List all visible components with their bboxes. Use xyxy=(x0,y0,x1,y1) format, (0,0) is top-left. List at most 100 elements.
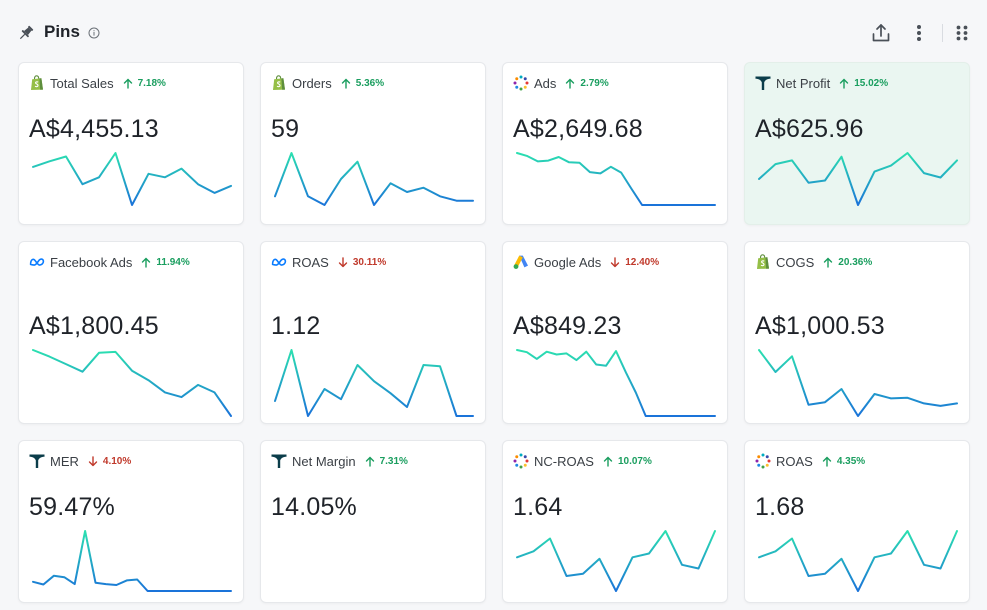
drag-grip-icon[interactable] xyxy=(954,23,970,43)
card-title: MER xyxy=(50,453,79,469)
pin-icon xyxy=(19,25,34,40)
arrow-up-icon xyxy=(565,78,580,89)
metric-value: 1.68 xyxy=(755,493,805,521)
page-title: Pins xyxy=(44,22,80,41)
trend-line xyxy=(274,349,474,417)
more-vertical-icon[interactable] xyxy=(910,22,928,44)
metric-value: 59.47% xyxy=(29,493,115,521)
trend-line xyxy=(274,152,474,206)
arrow-down-icon xyxy=(88,455,103,467)
arrow-up-icon xyxy=(341,78,356,89)
info-icon[interactable] xyxy=(88,27,100,39)
metric-value: 1.12 xyxy=(271,312,321,340)
metric-card-roas-triple[interactable]: ROAS 4.35% 1.68 xyxy=(744,440,970,603)
change-badge: 5.36% xyxy=(341,78,384,89)
metric-card-net-margin[interactable]: Net Margin 7.31% 14.05% xyxy=(260,440,486,603)
change-value: 12.40% xyxy=(625,256,660,268)
card-title: Net Profit xyxy=(776,75,831,91)
tw-icon xyxy=(755,75,771,91)
metric-card-ads[interactable]: Ads 2.79% A$2,649.68 xyxy=(502,62,728,225)
trend-sparkline xyxy=(32,530,232,592)
change-value: 4.10% xyxy=(102,455,132,467)
change-value: 15.02% xyxy=(854,77,889,89)
export-icon[interactable] xyxy=(870,22,892,44)
card-title: ROAS xyxy=(776,453,813,469)
meta-icon xyxy=(271,254,287,270)
trend-sparkline xyxy=(758,530,958,592)
card-header: ROAS 30.11% xyxy=(271,253,386,271)
metric-card-mer[interactable]: MER 4.10% 59.47% xyxy=(18,440,244,603)
card-title: COGS xyxy=(776,254,815,270)
metric-card-google-ads[interactable]: Google Ads 12.40% A$849.23 xyxy=(502,241,728,424)
trend-line xyxy=(32,152,232,206)
change-badge: 20.36% xyxy=(823,257,872,268)
metric-value: A$849.23 xyxy=(513,312,622,340)
metric-card-facebook-ads[interactable]: Facebook Ads 11.94% A$1,800.45 xyxy=(18,241,244,424)
change-badge: 4.35% xyxy=(822,456,865,467)
trend-sparkline xyxy=(516,530,716,592)
change-value: 20.36% xyxy=(838,256,873,268)
trend-sparkline xyxy=(32,152,232,206)
metric-value: A$1,000.53 xyxy=(755,312,885,340)
metric-card-cogs[interactable]: COGS 20.36% A$1,000.53 xyxy=(744,241,970,424)
card-header: Ads 2.79% xyxy=(513,74,609,92)
triple-icon xyxy=(755,453,771,469)
arrow-up-icon xyxy=(823,257,838,268)
trend-line xyxy=(32,349,232,417)
change-value: 2.79% xyxy=(580,77,609,89)
metric-card-nc-roas[interactable]: NC-ROAS 10.07% 1.64 xyxy=(502,440,728,603)
trend-sparkline xyxy=(32,349,232,417)
arrow-up-icon xyxy=(603,456,618,467)
shopify-icon xyxy=(271,75,287,91)
change-badge: 12.40% xyxy=(610,257,659,268)
trend-line xyxy=(32,530,232,592)
meta-icon xyxy=(29,254,45,270)
trend-line xyxy=(516,152,716,206)
card-header: MER 4.10% xyxy=(29,452,131,470)
trend-line xyxy=(758,152,958,206)
metric-card-roas-meta[interactable]: ROAS 30.11% 1.12 xyxy=(260,241,486,424)
arrow-up-icon xyxy=(839,78,854,89)
pins-header: Pins xyxy=(0,0,987,62)
trend-line xyxy=(758,349,958,417)
google-icon xyxy=(513,254,529,270)
arrow-up-icon xyxy=(822,456,837,467)
trend-sparkline xyxy=(516,349,716,417)
trend-line xyxy=(516,530,716,592)
change-value: 5.36% xyxy=(355,77,385,89)
change-value: 4.35% xyxy=(836,455,866,467)
metric-value: 59 xyxy=(271,115,300,143)
change-value: 7.31% xyxy=(379,455,408,467)
card-header: Net Profit 15.02% xyxy=(755,74,888,92)
card-header: Orders 5.36% xyxy=(271,74,384,92)
card-title: NC-ROAS xyxy=(534,453,594,469)
change-badge: 15.02% xyxy=(839,78,888,89)
trend-sparkline xyxy=(274,349,474,417)
change-badge: 10.07% xyxy=(603,456,652,467)
trend-sparkline xyxy=(516,152,716,206)
metric-value: A$2,649.68 xyxy=(513,115,643,143)
header-divider xyxy=(942,24,943,42)
metric-card-total-sales[interactable]: Total Sales 7.18% A$4,455.13 xyxy=(18,62,244,225)
change-badge: 2.79% xyxy=(565,77,609,89)
trend-sparkline xyxy=(758,349,958,417)
change-badge: 11.94% xyxy=(141,257,190,268)
shopify-icon xyxy=(755,254,771,270)
card-title: Google Ads xyxy=(534,254,602,270)
card-title: Facebook Ads xyxy=(50,254,133,270)
arrow-up-icon xyxy=(365,456,380,467)
tw-icon xyxy=(29,453,45,469)
change-value: 7.18% xyxy=(137,77,166,89)
tw-icon xyxy=(271,453,287,469)
metric-value: A$4,455.13 xyxy=(29,115,159,143)
change-badge: 7.31% xyxy=(365,456,408,467)
shopify-icon xyxy=(29,75,45,91)
card-header: Google Ads 12.40% xyxy=(513,253,659,271)
change-value: 10.07% xyxy=(617,455,652,467)
card-title: Orders xyxy=(292,75,332,91)
metric-card-orders[interactable]: Orders 5.36% 59 xyxy=(260,62,486,225)
arrow-up-icon xyxy=(141,257,156,268)
metric-card-net-profit[interactable]: Net Profit 15.02% A$625.96 xyxy=(744,62,970,225)
card-title: ROAS xyxy=(292,254,329,270)
card-header: Total Sales 7.18% xyxy=(29,74,166,92)
